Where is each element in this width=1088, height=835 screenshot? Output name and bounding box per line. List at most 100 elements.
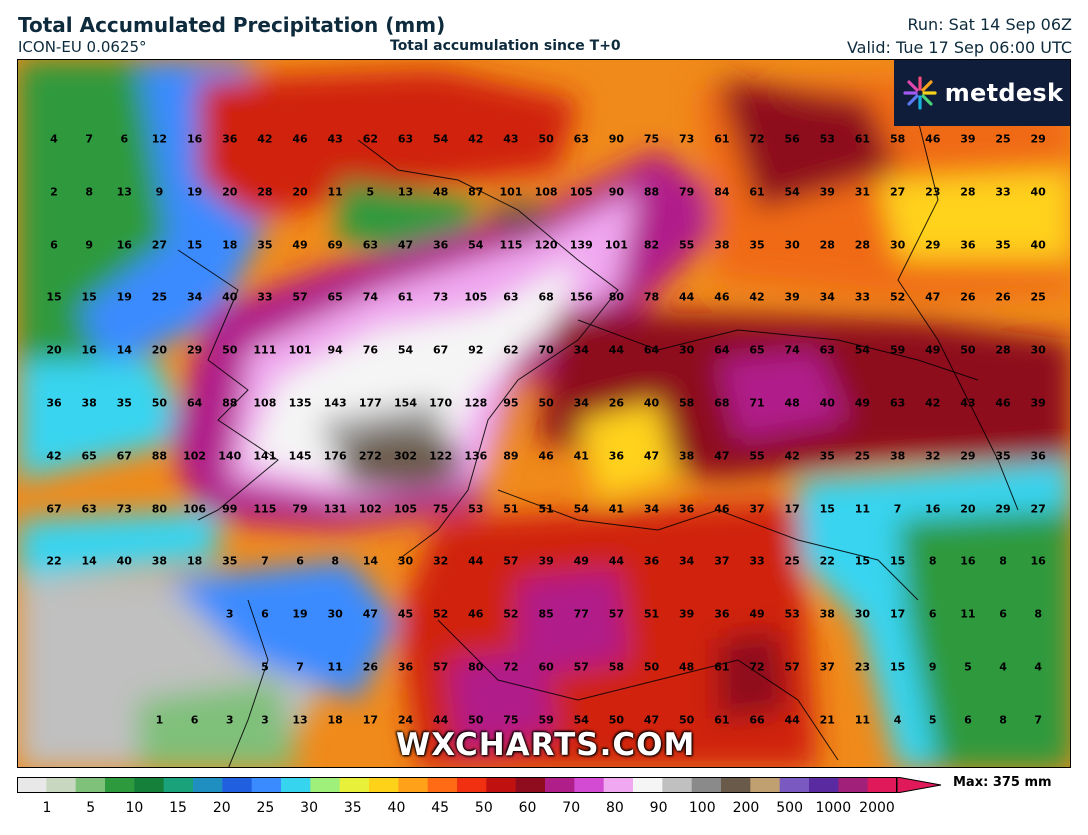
grid-value: 58: [889, 132, 906, 146]
grid-value: 11: [327, 185, 343, 199]
grid-value: 80: [151, 502, 168, 516]
grid-value: 67: [432, 343, 449, 357]
grid-value: 73: [116, 502, 132, 516]
grid-value: 99: [222, 502, 238, 516]
grid-value: 6: [261, 607, 269, 621]
grid-value: 94: [327, 343, 343, 357]
grid-value: 61: [397, 290, 414, 304]
grid-value: 73: [432, 290, 449, 304]
grid-value: 69: [327, 238, 343, 252]
grid-value: 8: [999, 713, 1007, 727]
grid-value: 68: [538, 290, 554, 304]
grid-value: 33: [257, 290, 273, 304]
scale-swatch: [603, 777, 634, 793]
grid-value: 22: [819, 554, 835, 568]
grid-value: 28: [819, 238, 835, 252]
grid-value: 3: [261, 713, 269, 727]
grid-value: 47: [925, 290, 941, 304]
grid-value: 16: [925, 502, 941, 516]
grid-value: 61: [714, 660, 730, 674]
grid-value: 54: [784, 185, 800, 199]
grid-value: 39: [784, 290, 800, 304]
scale-swatch: [809, 777, 839, 793]
grid-value: 47: [362, 607, 378, 621]
grid-value: 33: [854, 290, 871, 304]
precipitation-map[interactable]: 4 7 6 12 16 36 42 46 43 62 63 54 42 43 50 63 90 75 73 61 72 5…: [17, 59, 1071, 768]
grid-value: 49: [925, 343, 941, 357]
grid-value: 48: [679, 660, 695, 674]
grid-value: 79: [679, 185, 695, 199]
grid-value: 177: [358, 396, 382, 410]
grid-value: 46: [292, 132, 308, 146]
grid-value: 46: [995, 396, 1011, 410]
grid-value: 49: [292, 238, 308, 252]
grid-value: 29: [995, 502, 1011, 516]
scale-swatch: [662, 777, 693, 793]
grid-value: 17: [362, 713, 378, 727]
grid-value: 22: [46, 554, 62, 568]
grid-value: 72: [749, 660, 765, 674]
grid-value: 46: [714, 502, 730, 516]
grid-value: 25: [784, 554, 800, 568]
grid-value: 89: [503, 449, 519, 463]
scale-tick-label: 2000: [859, 800, 895, 816]
grid-value: 19: [186, 185, 203, 199]
grid-value: 101: [604, 238, 628, 252]
grid-value: 40: [116, 554, 132, 568]
grid-value: 16: [81, 343, 97, 357]
grid-value: 11: [854, 502, 871, 516]
scale-swatch: [163, 777, 194, 793]
grid-value: 42: [784, 449, 800, 463]
grid-value: 101: [288, 343, 312, 357]
grid-value: 60: [538, 660, 554, 674]
grid-value: 139: [569, 238, 593, 252]
grid-value: 54: [854, 343, 871, 357]
grid-value: 65: [327, 290, 343, 304]
scale-tick-label: 1000: [815, 800, 852, 816]
grid-value: 38: [81, 396, 97, 410]
grid-value: 35: [995, 238, 1011, 252]
grid-value: 105: [394, 502, 417, 516]
grid-value: 36: [643, 554, 660, 568]
grid-value: 29: [1030, 132, 1046, 146]
scale-swatch: [193, 777, 223, 793]
scale-swatch: [779, 777, 810, 793]
grid-value: 59: [538, 713, 554, 727]
grid-value: 63: [819, 343, 835, 357]
grid-value: 48: [432, 185, 449, 199]
grid-value: 88: [151, 449, 168, 463]
grid-value: 17: [889, 607, 906, 621]
grid-value: 50: [643, 660, 660, 674]
grid-value: 106: [183, 502, 207, 516]
grid-value: 46: [538, 449, 554, 463]
scale-tick-label: 45: [431, 800, 450, 816]
grid-value: 88: [222, 396, 238, 410]
grid-value: 78: [643, 290, 660, 304]
grid-value: 28: [257, 185, 273, 199]
grid-value: 25: [151, 290, 168, 304]
grid-value: 35: [116, 396, 132, 410]
grid-value: 48: [784, 396, 800, 410]
grid-value: 28: [854, 238, 871, 252]
grid-value: 46: [925, 132, 941, 146]
grid-value: 65: [81, 449, 97, 463]
grid-value: 63: [397, 132, 414, 146]
grid-value: 88: [643, 185, 660, 199]
grid-value: 35: [257, 238, 273, 252]
scale-swatch: [46, 777, 77, 793]
scale-tick-label: 40: [387, 800, 406, 816]
grid-value: 37: [749, 502, 765, 516]
grid-value: 52: [432, 607, 449, 621]
grid-value: 1: [155, 713, 164, 727]
scale-tick-label: 80: [605, 800, 624, 816]
grid-value: 50: [538, 396, 554, 410]
grid-value: 61: [714, 132, 730, 146]
grid-value: 53: [468, 502, 484, 516]
grid-value: 4: [893, 713, 902, 727]
scale-swatch: [17, 777, 47, 793]
chart-title: Total Accumulated Precipitation (mm): [18, 13, 446, 37]
grid-value: 65: [749, 343, 765, 357]
grid-value: 105: [569, 185, 593, 199]
grid-value: 5: [964, 660, 972, 674]
grid-value: 35: [749, 238, 765, 252]
